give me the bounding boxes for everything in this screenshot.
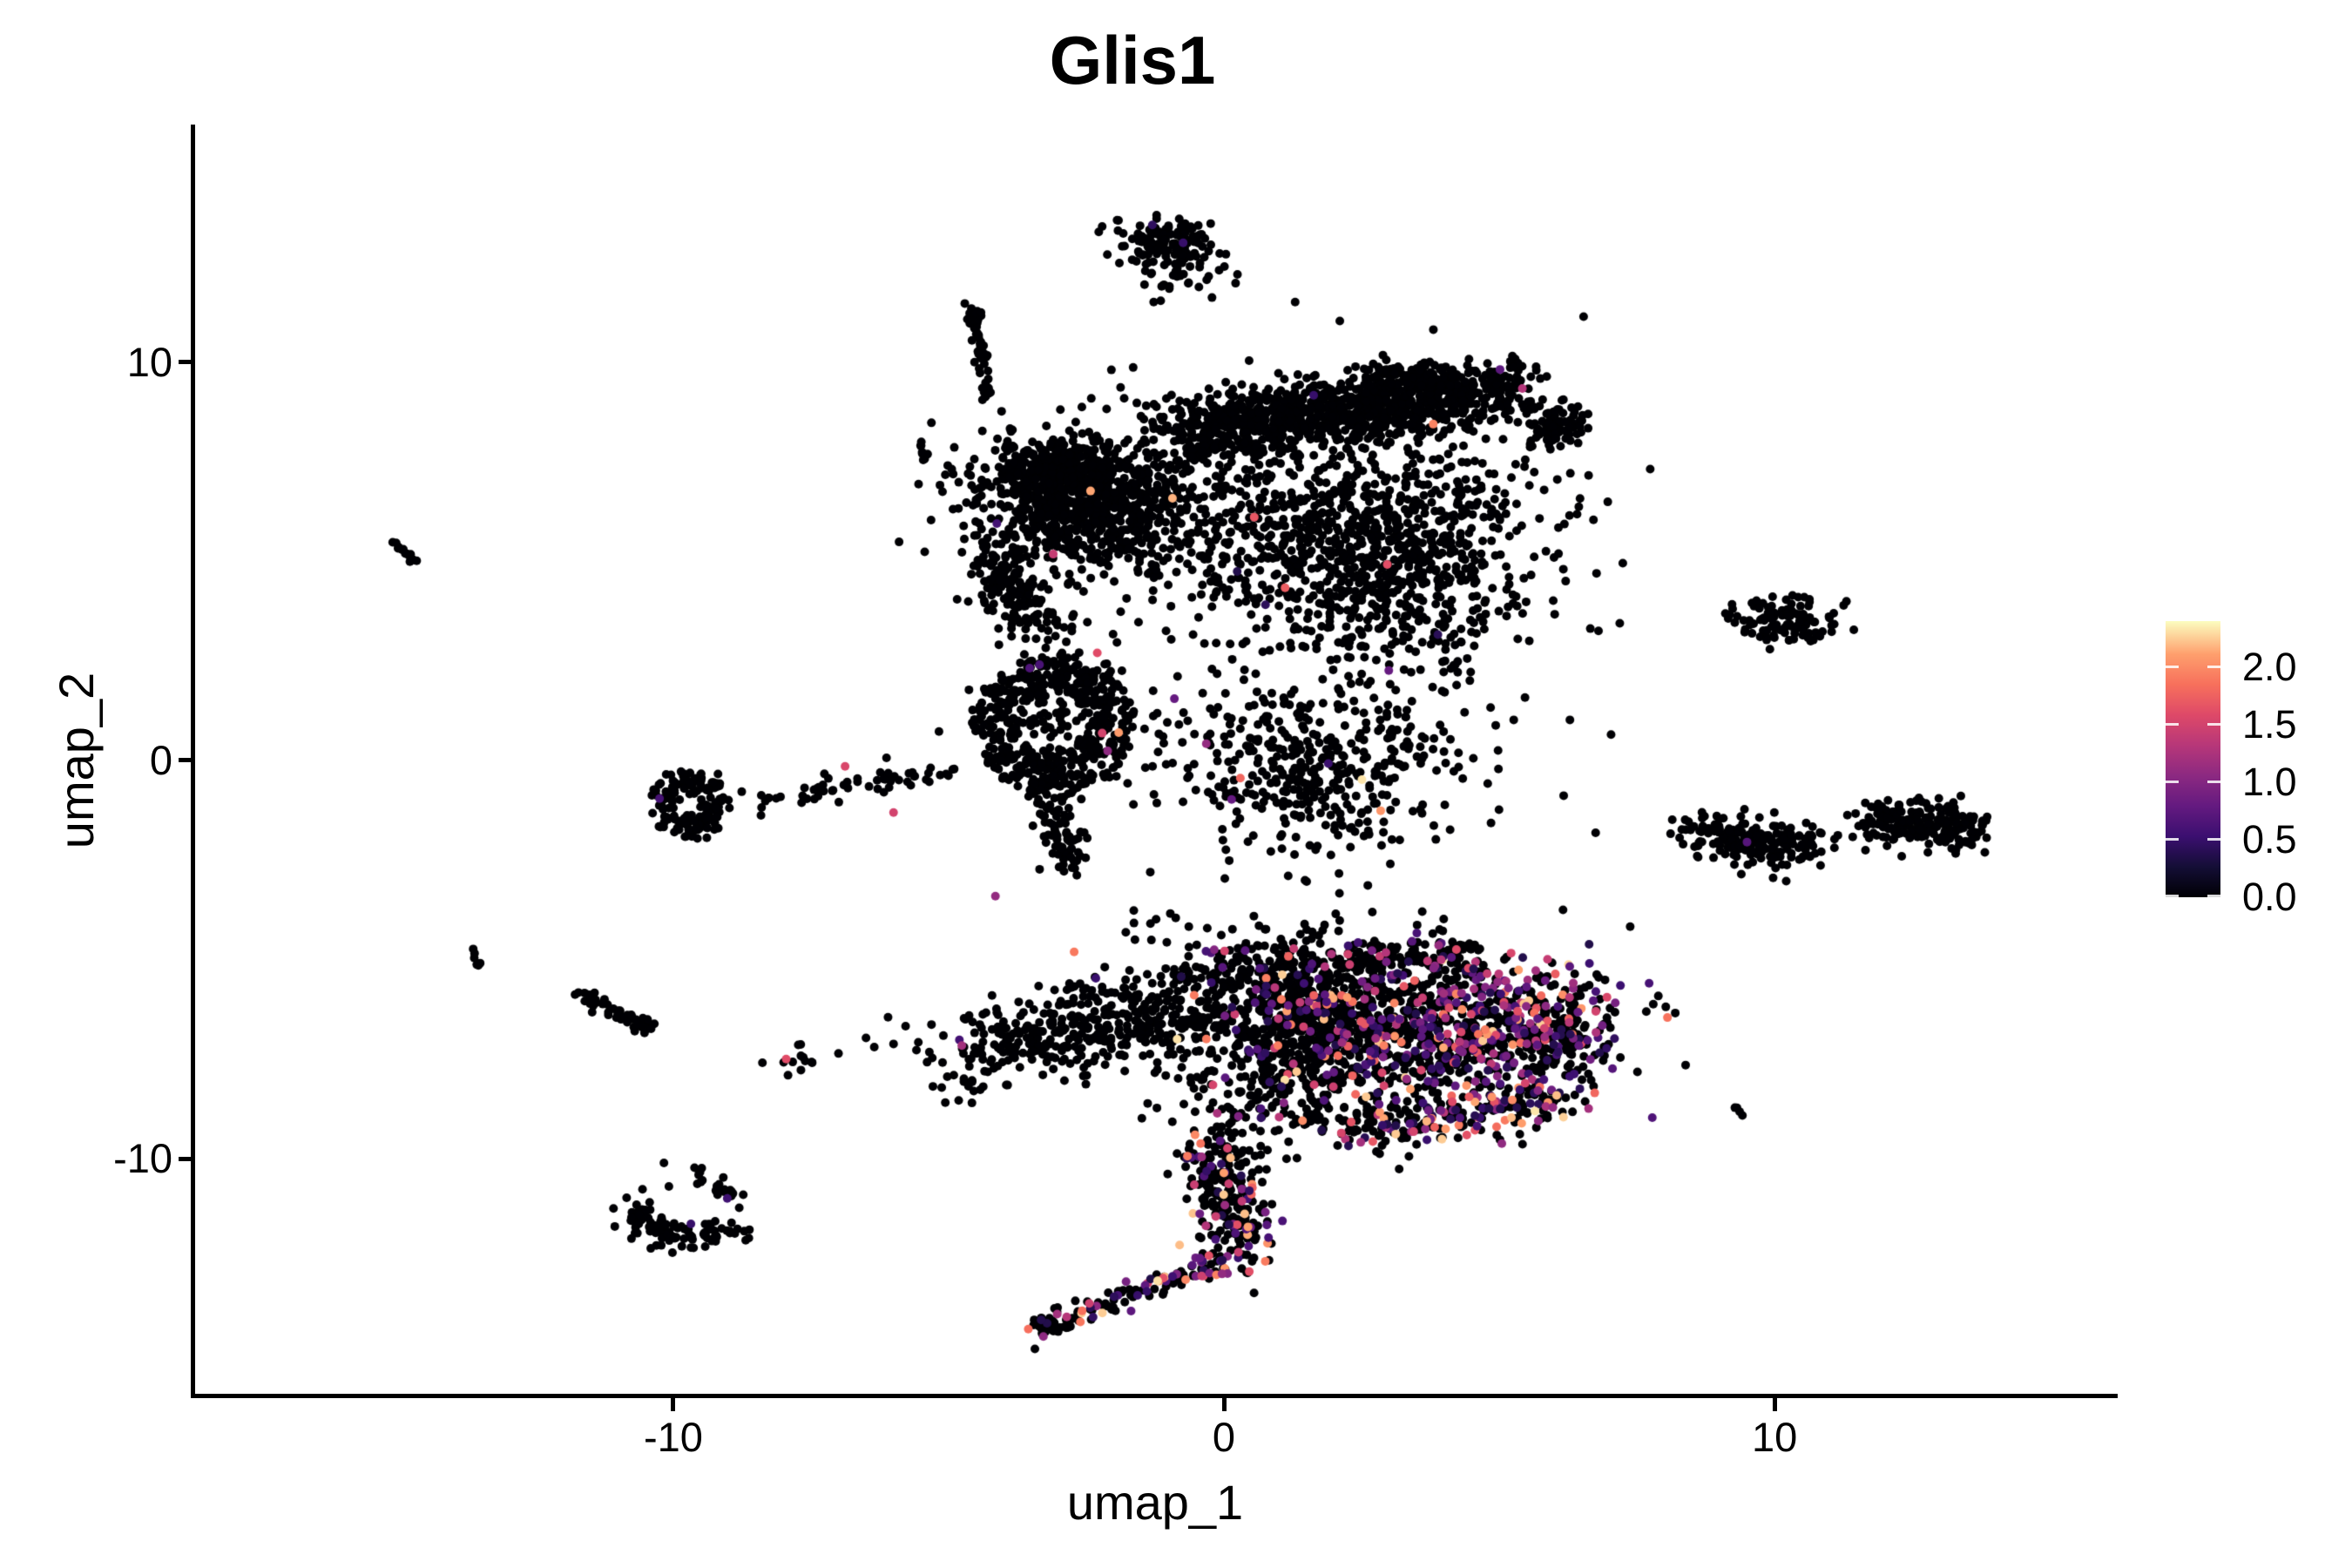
y-axis-line	[191, 125, 195, 1397]
x-tick-label: 0	[1212, 1414, 1236, 1460]
colorbar-tick-mark	[2166, 781, 2179, 784]
x-tick-mark	[1221, 1398, 1227, 1411]
colorbar-tick-label: 0.5	[2242, 816, 2297, 862]
x-tick-mark	[671, 1398, 676, 1411]
colorbar-tick-mark	[2166, 838, 2179, 841]
x-axis-title: umap_1	[1066, 1475, 1244, 1530]
colorbar-gradient	[2166, 621, 2220, 897]
y-tick-label: 10	[126, 338, 172, 385]
colorbar-tick-mark	[2207, 781, 2220, 784]
y-tick-mark	[179, 360, 192, 365]
x-axis-line	[191, 1394, 2118, 1398]
colorbar-tick-label: 1.0	[2242, 759, 2297, 804]
x-tick-label: 10	[1751, 1414, 1798, 1460]
y-tick-mark	[179, 1156, 192, 1161]
plot-title: Glis1	[1049, 22, 1216, 98]
x-tick-label: -10	[643, 1414, 703, 1460]
colorbar-tick-mark	[2166, 895, 2179, 897]
colorbar-tick-mark	[2207, 895, 2220, 897]
y-tick-label: 0	[149, 736, 172, 783]
colorbar-tick-mark	[2207, 838, 2220, 841]
colorbar-tick-mark	[2166, 723, 2179, 727]
colorbar	[2166, 621, 2220, 897]
x-tick-mark	[1772, 1398, 1777, 1411]
y-tick-label: -10	[113, 1135, 172, 1182]
y-tick-mark	[179, 758, 192, 763]
colorbar-tick-label: 0.0	[2242, 875, 2297, 919]
colorbar-tick-label: 1.5	[2242, 701, 2297, 747]
colorbar-tick-label: 2.0	[2242, 644, 2297, 689]
colorbar-tick-mark	[2166, 666, 2179, 669]
colorbar-tick-mark	[2207, 666, 2220, 669]
colorbar-tick-mark	[2207, 723, 2220, 727]
y-axis-title: umap_2	[49, 672, 104, 849]
